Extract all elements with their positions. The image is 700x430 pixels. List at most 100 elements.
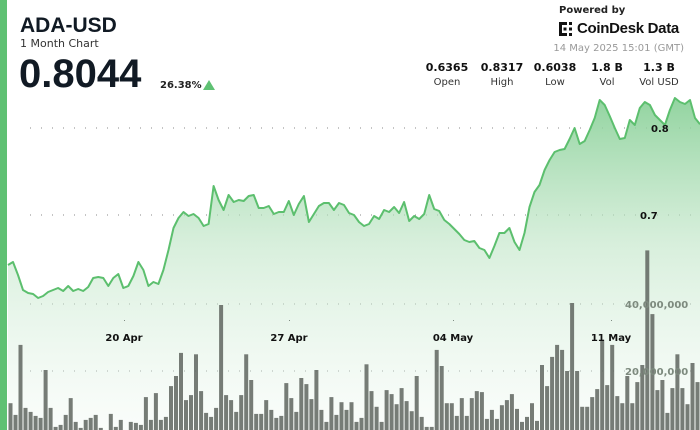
volume-bar <box>469 398 474 430</box>
price-area <box>8 98 700 430</box>
volume-bar <box>359 417 364 430</box>
volume-bar <box>404 401 409 430</box>
volume-bar <box>284 383 289 430</box>
volume-bar <box>520 421 524 430</box>
volume-bar <box>249 380 254 430</box>
volume-bar <box>269 409 274 430</box>
volume-bar <box>309 399 314 430</box>
stat-value: 1.3 B <box>643 61 675 74</box>
volume-bar <box>148 419 153 430</box>
stat-label: Vol <box>599 77 615 88</box>
volume-bar <box>525 416 529 430</box>
volume-tick-label: 40,000,000 <box>625 300 688 311</box>
volume-bar <box>645 250 650 430</box>
volume-bar <box>349 402 354 430</box>
volume-bar <box>555 344 560 430</box>
volume-bar <box>515 408 519 430</box>
volume-bar <box>244 354 249 430</box>
volume-bar <box>660 380 665 430</box>
price-line <box>7 97 700 299</box>
volume-bar <box>68 398 73 430</box>
volume-bar <box>680 388 685 430</box>
volume-bar <box>88 417 93 430</box>
x-tick-label: 27 Apr <box>270 333 307 344</box>
volume-bar <box>83 419 88 430</box>
volume-bar <box>344 409 349 430</box>
volume-bar <box>234 411 239 430</box>
volume-bar <box>209 416 214 430</box>
stat-label: Low <box>545 77 565 88</box>
volume-bar <box>113 426 118 430</box>
volume-bar <box>595 389 600 430</box>
volume-bars <box>8 250 700 430</box>
volume-bar <box>640 365 645 430</box>
stat-value: 1.8 B <box>591 61 623 74</box>
volume-bar <box>314 370 319 430</box>
volume-bar <box>73 421 78 430</box>
volume-bar <box>670 388 675 430</box>
volume-bar <box>329 397 334 430</box>
volume-bar <box>163 416 168 430</box>
stat-value: 0.6365 <box>425 61 469 74</box>
volume-bar <box>108 413 113 430</box>
stat-value: 0.8317 <box>480 61 524 74</box>
volume-bar <box>199 391 204 430</box>
volume-bar <box>279 415 284 430</box>
volume-bar <box>474 391 479 430</box>
volume-bar <box>384 390 389 430</box>
price-tick-label: 0.7 <box>640 211 658 222</box>
volume-bar <box>635 382 640 430</box>
up-arrow-icon <box>203 80 215 90</box>
volume-bar <box>224 395 229 430</box>
stat-high: 0.8317 High <box>481 61 523 89</box>
volume-bar <box>304 384 309 430</box>
volume-tick-label: 20,000,000 <box>625 367 688 378</box>
volume-bar <box>18 344 23 430</box>
volume-bar <box>419 416 424 430</box>
volume-bar <box>254 413 259 430</box>
coindesk-logo-icon <box>559 22 572 36</box>
volume-bar <box>194 354 198 430</box>
volume-bar <box>184 400 188 430</box>
volume-bar <box>449 403 454 430</box>
volume-bar <box>319 409 324 430</box>
volume-bar <box>570 303 575 430</box>
volume-bar <box>605 385 610 430</box>
x-tick-label: 04 May <box>433 333 474 344</box>
volume-bar <box>685 404 690 430</box>
x-tick-label: 11 May <box>591 333 632 344</box>
volume-bar <box>374 406 379 430</box>
volume-bar <box>274 417 279 430</box>
volume-bar <box>38 417 43 430</box>
volume-bar <box>13 414 18 430</box>
stat-open: 0.6365 Open <box>426 61 468 89</box>
volume-bar <box>219 305 224 430</box>
volume-bar <box>499 405 504 430</box>
volume-bar <box>98 427 103 430</box>
volume-bar <box>600 339 605 430</box>
volume-bar <box>158 419 163 430</box>
volume-bar <box>545 386 550 430</box>
volume-bar <box>294 411 299 430</box>
volume-bar <box>28 411 33 430</box>
volume-bar <box>128 421 133 430</box>
volume-bar <box>299 378 304 430</box>
volume-bar <box>655 390 660 430</box>
volume-bar <box>650 314 655 430</box>
volume-bar <box>8 403 13 430</box>
stat-label: High <box>490 77 514 88</box>
volume-bar <box>665 412 670 430</box>
timestamp: 14 May 2025 15:01 (GMT) <box>553 43 684 54</box>
volume-bar <box>189 395 193 430</box>
volume-bar <box>78 427 83 430</box>
volume-bar <box>444 403 449 430</box>
volume-bar <box>389 394 394 430</box>
volume-bar <box>695 382 700 430</box>
volume-bar <box>324 421 329 430</box>
volume-bar <box>565 371 570 430</box>
price-change: 26.38% <box>160 80 202 91</box>
volume-bar <box>169 386 173 430</box>
powered-by: Powered by <box>559 5 626 16</box>
volume-bar <box>379 421 384 430</box>
